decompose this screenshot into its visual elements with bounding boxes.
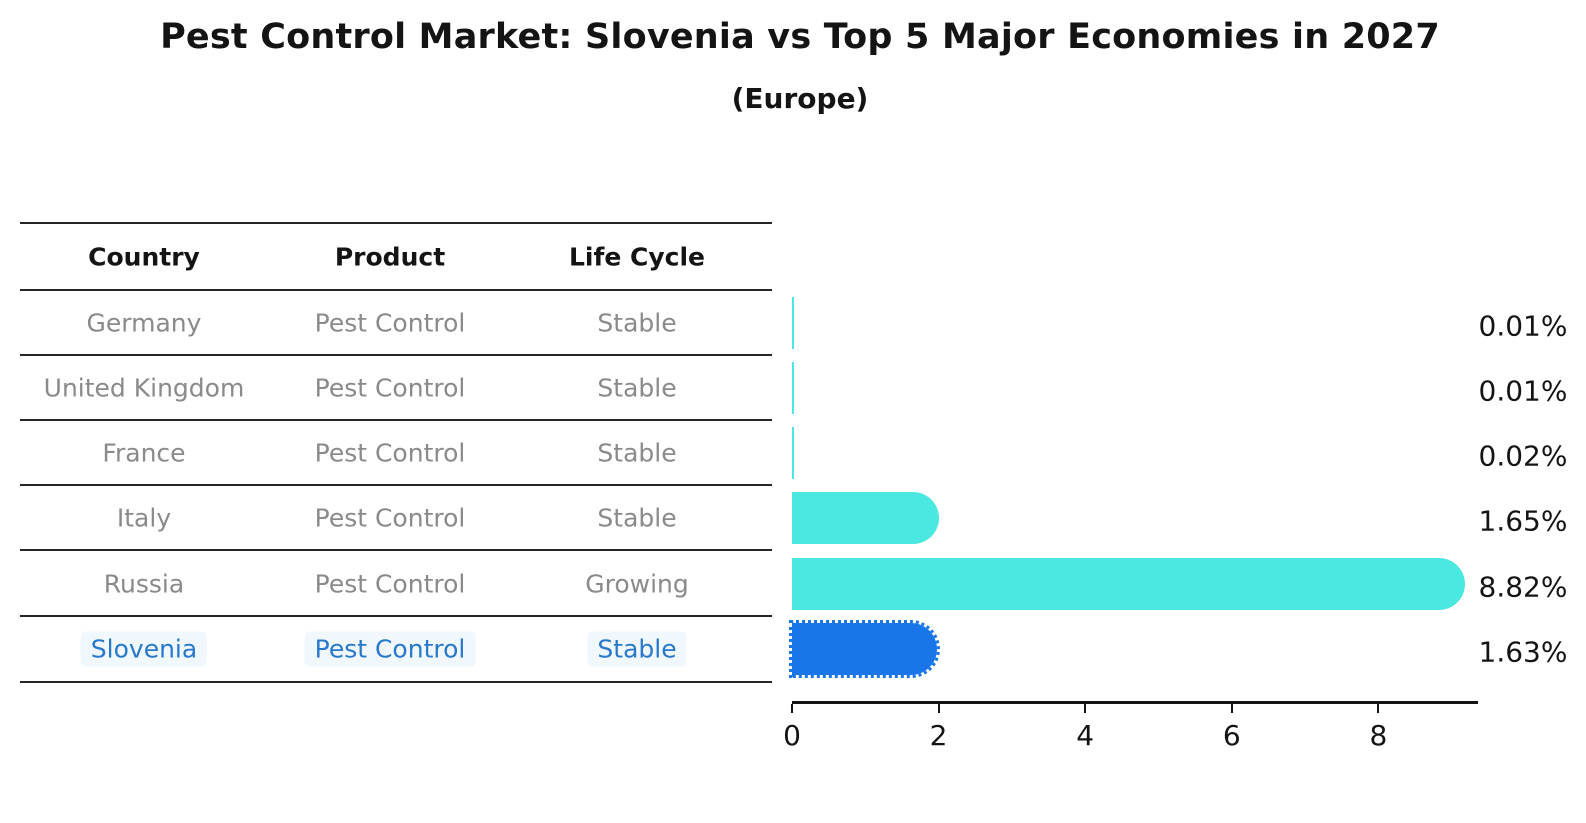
table-rule bbox=[20, 289, 772, 291]
cell-product: Pest Control bbox=[314, 308, 466, 338]
cell-country: Italy bbox=[116, 503, 172, 533]
cell-product: Pest Control bbox=[314, 373, 466, 403]
cell-lifecycle: Stable bbox=[597, 503, 677, 533]
cell-country: United Kingdom bbox=[43, 373, 245, 403]
bar-united-kingdom bbox=[792, 362, 794, 414]
cell-lifecycle: Growing bbox=[585, 569, 689, 599]
cell-country: Russia bbox=[103, 569, 185, 599]
table-rule bbox=[20, 222, 772, 224]
cell-lifecycle: Stable bbox=[587, 631, 687, 667]
x-tick bbox=[1084, 704, 1087, 713]
cell-product: Pest Control bbox=[304, 631, 476, 667]
x-axis bbox=[792, 701, 1478, 704]
bar-germany bbox=[792, 297, 794, 349]
x-tick bbox=[791, 704, 793, 713]
bar-france bbox=[792, 427, 794, 479]
x-tick-label: 4 bbox=[1076, 719, 1095, 752]
table-rule bbox=[20, 615, 772, 617]
bar-value-label: 1.65% bbox=[1478, 504, 1568, 538]
bar-russia bbox=[792, 558, 1465, 610]
table-rule bbox=[20, 354, 772, 356]
bar-value-label: 8.82% bbox=[1478, 570, 1568, 604]
cell-country: France bbox=[102, 438, 186, 468]
cell-product: Pest Control bbox=[314, 569, 466, 599]
x-tick bbox=[937, 704, 940, 713]
cell-lifecycle: Stable bbox=[597, 438, 677, 468]
cell-country: Germany bbox=[86, 308, 202, 338]
cell-lifecycle: Stable bbox=[597, 373, 677, 403]
x-tick-label: 8 bbox=[1369, 719, 1388, 752]
bar-value-label: 1.63% bbox=[1478, 635, 1568, 669]
bar-value-label: 0.01% bbox=[1478, 374, 1568, 408]
table-header-lifecycle: Life Cycle bbox=[568, 242, 706, 272]
cell-product: Pest Control bbox=[314, 503, 466, 533]
chart-title: Pest Control Market: Slovenia vs Top 5 M… bbox=[160, 17, 1440, 57]
cell-country: Slovenia bbox=[80, 631, 208, 667]
bar-slovenia bbox=[788, 620, 941, 678]
x-tick bbox=[1377, 704, 1380, 713]
x-tick-label: 6 bbox=[1222, 719, 1241, 752]
table-rule bbox=[20, 681, 772, 683]
table-rule bbox=[20, 419, 772, 421]
table-header-country: Country bbox=[88, 242, 200, 272]
chart-subtitle: (Europe) bbox=[731, 82, 869, 115]
cell-lifecycle: Stable bbox=[597, 308, 677, 338]
cell-product: Pest Control bbox=[314, 438, 466, 468]
table-rule bbox=[20, 484, 772, 486]
bar-value-label: 0.01% bbox=[1478, 309, 1568, 343]
x-tick bbox=[1230, 704, 1233, 713]
table-header-product: Product bbox=[334, 242, 446, 272]
x-tick-label: 0 bbox=[783, 719, 801, 752]
bar-italy bbox=[792, 492, 939, 544]
table-rule bbox=[20, 549, 772, 551]
x-tick-label: 2 bbox=[929, 719, 948, 752]
bar-value-label: 0.02% bbox=[1478, 439, 1568, 473]
